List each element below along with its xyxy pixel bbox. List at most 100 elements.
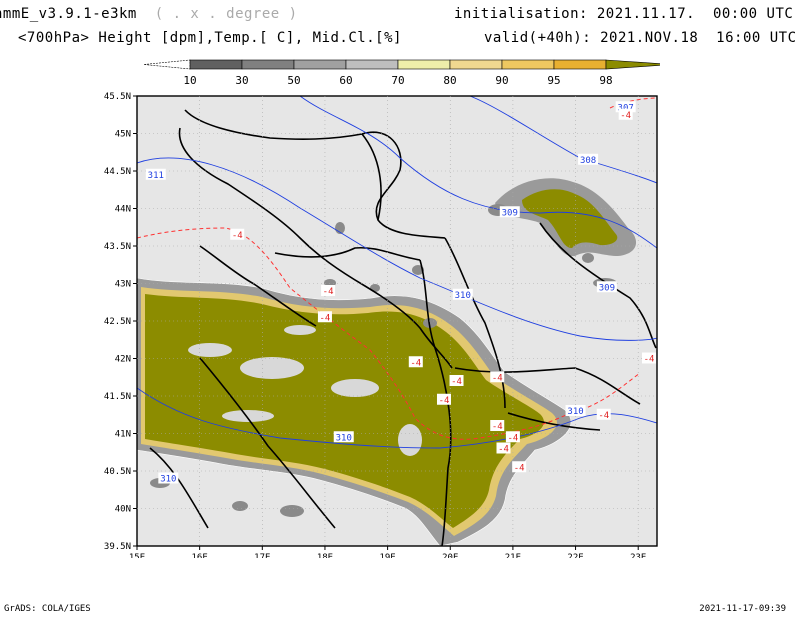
colorbar-level-label: 90 — [495, 74, 508, 87]
temp-label: -4 — [230, 228, 245, 241]
temp-label-bg — [408, 356, 423, 368]
height-label-bg — [452, 288, 473, 300]
temp-label-text: -4 — [644, 355, 655, 365]
temp-label: -4 — [642, 352, 656, 365]
lat-label: 45.5N — [104, 92, 131, 102]
temp-label-text: -4 — [492, 422, 503, 432]
temp-label-text: -4 — [498, 445, 509, 455]
temp-label-text: -4 — [620, 111, 631, 121]
lon-label: 23E — [630, 553, 646, 558]
temp-label: -4 — [618, 108, 633, 121]
height-label: 307 — [615, 101, 636, 113]
height-label-bg — [578, 153, 599, 165]
lon-label: 19E — [379, 553, 395, 558]
temperature-isotherms — [137, 97, 657, 440]
lat-label: 40N — [115, 505, 131, 515]
colorbar-segment — [397, 59, 451, 70]
lat-label: 42N — [115, 355, 131, 365]
lon-label: 17E — [254, 553, 270, 558]
temp-label-text: -4 — [514, 463, 525, 473]
temp-label: -4 — [321, 285, 336, 297]
colorbar-level-label: 98 — [599, 74, 612, 87]
lat-label: 45N — [115, 130, 131, 140]
cloud-cover-areas — [137, 178, 637, 546]
temp-label-text: -4 — [232, 231, 243, 241]
lon-label: 22E — [567, 553, 583, 558]
colorbar-legend: 10 30 50 60 70 80 90 95 98 — [143, 59, 660, 87]
temp-label-text: -4 — [451, 377, 462, 387]
temp-label-bg — [596, 408, 611, 420]
height-label: 308 — [578, 153, 599, 166]
height-label-text: 307 — [618, 103, 634, 113]
temp-label-bg — [512, 461, 527, 473]
height-label: 310 — [565, 405, 586, 417]
height-label: 310 — [452, 288, 473, 301]
height-label-text: 310 — [160, 475, 176, 485]
colorbar-segment — [189, 59, 243, 70]
height-label: 311 — [145, 168, 166, 181]
temp-label: -4 — [505, 431, 520, 443]
temp-label-text: -4 — [598, 411, 609, 421]
lat-label: 43N — [115, 280, 131, 290]
temp-label-bg — [317, 311, 332, 323]
height-label-bg — [145, 168, 166, 180]
temp-label: -4 — [408, 356, 423, 368]
axis-labels: 45.5N 45N 44.5N 44N 43.5N 43N 42.5N 42N 41.5N 41N… — [104, 92, 646, 558]
temp-label-text: -4 — [323, 287, 334, 297]
colorbar-segment — [501, 59, 555, 70]
footer-timestamp: 2021-11-17-09:39 — [699, 604, 786, 614]
colorbar-segment — [241, 59, 295, 70]
colorbar-level-label: 30 — [235, 74, 248, 87]
valid-time: valid(+40h): 2021.NOV.18 16:00 UTC — [484, 30, 797, 46]
initialisation-time: initialisation: 2021.11.17. 00:00 UTC — [454, 6, 794, 22]
height-label-bg — [333, 431, 354, 443]
temp-label: -4 — [496, 442, 511, 455]
temp-label: -4 — [317, 311, 332, 323]
temp-label-bg — [436, 393, 451, 405]
height-label-bg — [615, 101, 636, 113]
temp-label-bg — [490, 371, 505, 383]
temp-label-text: -4 — [439, 396, 450, 406]
footer-software: GrADS: COLA/IGES — [4, 604, 91, 614]
colorbar-level-label: 70 — [391, 74, 404, 87]
height-label-text: 310 — [336, 433, 352, 443]
temp-label: -4 — [490, 371, 505, 383]
temp-label-text: -4 — [320, 313, 331, 323]
lon-label: 15E — [129, 553, 145, 558]
height-label-bg — [596, 281, 617, 293]
temp-label-text: -4 — [492, 373, 503, 383]
temp-label: -4 — [449, 375, 464, 387]
lon-label: 16E — [192, 553, 208, 558]
height-contours — [137, 96, 657, 449]
height-label: 310 — [333, 431, 354, 443]
height-label-text: 310 — [567, 407, 583, 417]
height-label-text: 311 — [148, 171, 164, 181]
colorbar-level-label: 60 — [339, 74, 352, 87]
height-label-bg — [565, 405, 586, 416]
height-label-text: 310 — [455, 291, 471, 301]
height-label-bg — [158, 472, 179, 484]
temp-label-text: -4 — [507, 433, 518, 443]
model-name: nmmE_v3.9.1-e3km ( . x . degree ) — [0, 6, 298, 22]
height-label: 309 — [596, 281, 617, 293]
colorbar-level-label: 95 — [547, 74, 560, 87]
temp-label: -4 — [436, 393, 451, 406]
height-label-text: 308 — [580, 156, 596, 166]
colorbar-low-arrow — [143, 59, 191, 70]
temp-label-bg — [321, 285, 336, 296]
lat-label: 41N — [115, 430, 131, 440]
temp-label-bg — [618, 108, 633, 120]
colorbar-segment — [449, 59, 503, 70]
lat-label: 41.5N — [104, 392, 131, 402]
lon-label: 18E — [317, 553, 333, 558]
field-description: <700hPa> Height [dpm],Temp.[ C], Mid.Cl.… — [18, 30, 402, 46]
lat-label: 43.5N — [104, 242, 131, 252]
lon-label: 20E — [442, 553, 458, 558]
height-label: 310 — [158, 472, 179, 485]
colorbar-level-label: 80 — [443, 74, 456, 87]
temp-label: -4 — [512, 461, 527, 473]
lat-label: 44N — [115, 205, 131, 215]
colorbar-segment — [293, 59, 347, 70]
